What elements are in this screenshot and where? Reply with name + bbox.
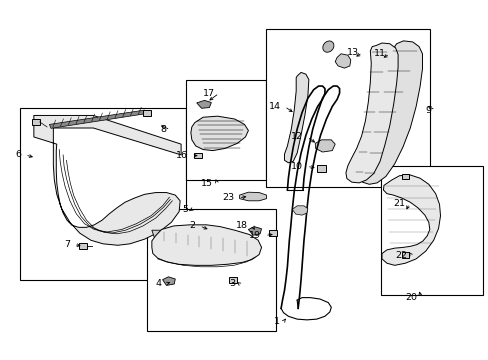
- Polygon shape: [248, 226, 261, 235]
- Bar: [147, 209, 276, 330]
- Text: 13: 13: [346, 48, 358, 57]
- Text: 16: 16: [176, 151, 187, 160]
- Text: 1: 1: [273, 317, 279, 326]
- Text: 8: 8: [160, 125, 166, 134]
- Text: 19: 19: [248, 231, 261, 240]
- Bar: [266, 30, 429, 187]
- Text: 14: 14: [268, 102, 280, 111]
- Bar: [194, 153, 202, 158]
- Bar: [401, 252, 408, 258]
- Text: 11: 11: [373, 49, 385, 58]
- Polygon shape: [162, 277, 175, 285]
- Bar: [20, 108, 185, 280]
- Text: 5: 5: [182, 205, 187, 214]
- Polygon shape: [292, 206, 307, 215]
- Ellipse shape: [322, 41, 333, 52]
- Text: 6: 6: [15, 150, 21, 159]
- Text: 15: 15: [201, 179, 213, 188]
- Text: 7: 7: [64, 240, 70, 249]
- Text: 10: 10: [290, 162, 303, 171]
- Polygon shape: [284, 72, 308, 163]
- Polygon shape: [239, 192, 266, 201]
- Polygon shape: [190, 116, 248, 150]
- Text: 2: 2: [189, 221, 195, 230]
- Text: 22: 22: [395, 251, 407, 260]
- Bar: [79, 243, 86, 249]
- Polygon shape: [152, 225, 261, 265]
- Bar: [142, 110, 151, 116]
- Polygon shape: [381, 175, 440, 265]
- Polygon shape: [334, 54, 350, 68]
- Bar: [185, 80, 266, 180]
- Text: 9: 9: [425, 105, 431, 114]
- Polygon shape: [345, 43, 397, 183]
- Text: 17: 17: [203, 89, 215, 98]
- Polygon shape: [315, 140, 334, 152]
- Text: 3: 3: [229, 279, 235, 288]
- Bar: [32, 119, 40, 125]
- Text: 21: 21: [393, 199, 405, 208]
- Text: 18: 18: [236, 221, 248, 230]
- Polygon shape: [196, 100, 211, 108]
- Bar: [317, 165, 325, 172]
- Polygon shape: [49, 110, 146, 129]
- Polygon shape: [358, 41, 422, 184]
- Polygon shape: [152, 230, 182, 252]
- Bar: [228, 277, 236, 283]
- Bar: [380, 166, 483, 295]
- Text: 4: 4: [155, 279, 161, 288]
- Bar: [268, 230, 276, 236]
- Bar: [401, 174, 408, 179]
- Text: 23: 23: [222, 193, 234, 202]
- Polygon shape: [34, 116, 181, 245]
- Text: 12: 12: [290, 132, 303, 141]
- Text: 20: 20: [404, 293, 416, 302]
